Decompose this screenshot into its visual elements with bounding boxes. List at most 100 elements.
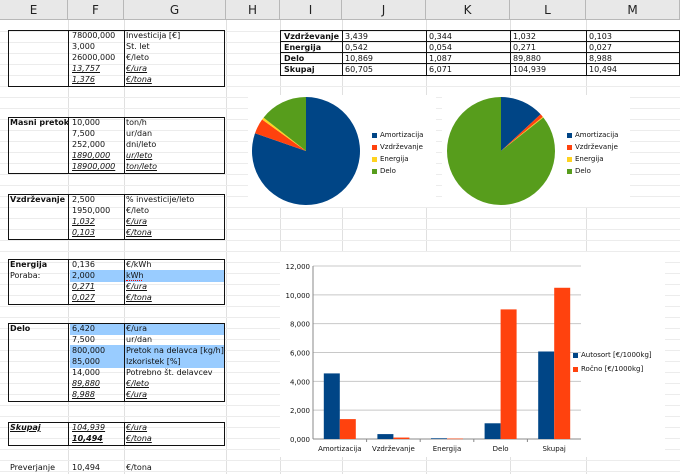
cell-f-value[interactable]: 8,988: [72, 390, 95, 399]
summary-cell-k[interactable]: 0,054: [429, 43, 452, 52]
cell-f-value[interactable]: 6,420: [70, 323, 124, 335]
cell-f-value[interactable]: 0,103: [72, 228, 95, 237]
cell-e-row[interactable]: Preverjanje: [10, 463, 56, 472]
cell-g-unit[interactable]: €/tona: [126, 463, 152, 472]
cell-g-unit[interactable]: ur/leto: [126, 151, 153, 160]
cell-g-unit[interactable]: Izkoristek [%]: [124, 356, 225, 368]
cell-f-value[interactable]: 85,000: [70, 356, 124, 368]
cell-g-unit[interactable]: €/ura: [126, 423, 148, 432]
cell-f-value[interactable]: 10,494: [72, 434, 103, 443]
cell-e-row[interactable]: [8, 227, 68, 239]
cell-e-row[interactable]: Masni pretok: [10, 118, 68, 127]
summary-cell-j[interactable]: 60,705: [345, 65, 373, 74]
cell-e-row[interactable]: Energija: [10, 260, 48, 269]
summary-cell-l[interactable]: 1,032: [513, 32, 536, 41]
cell-g-unit[interactable]: €/tona: [126, 75, 152, 84]
cell-f-value[interactable]: 78000,000: [72, 31, 116, 40]
cell-f-value[interactable]: 10,000: [72, 118, 100, 127]
cell-e-row[interactable]: [8, 74, 68, 86]
cell-g-unit[interactable]: ur/dan: [126, 129, 153, 138]
summary-cell-k[interactable]: 1,087: [429, 54, 452, 63]
cell-f-value[interactable]: 10,494: [72, 463, 100, 472]
cell-e-row[interactable]: [8, 161, 68, 173]
cell-e-row[interactable]: Skupaj: [10, 423, 41, 432]
bar-delo-series-2: [500, 309, 517, 439]
cell-e-row[interactable]: [8, 433, 68, 445]
cell-f-value[interactable]: 13,757: [72, 64, 100, 73]
summary-cell-l[interactable]: 104,939: [513, 65, 547, 74]
cell-e-row[interactable]: Delo: [10, 324, 31, 333]
cell-f-value[interactable]: 26000,000: [72, 53, 116, 62]
cell-f-value[interactable]: 1,376: [72, 75, 95, 84]
cell-g-unit[interactable]: Potrebno št. delavcev: [126, 368, 213, 377]
cell-f-value[interactable]: 14,000: [72, 368, 100, 377]
cell-f-value[interactable]: 2,500: [72, 195, 95, 204]
summary-cell-m[interactable]: 0,027: [589, 43, 612, 52]
cell-e-row[interactable]: [8, 389, 68, 401]
summary-cell-j[interactable]: 0,542: [345, 43, 368, 52]
summary-cell-k[interactable]: 0,344: [429, 32, 452, 41]
cell-f-value[interactable]: 7,500: [72, 129, 95, 138]
cell-g-unit[interactable]: €/tona: [126, 434, 152, 443]
cell-g-unit[interactable]: €/kWh: [126, 260, 152, 269]
summary-cell-j[interactable]: 3,439: [345, 32, 368, 41]
cell-g-unit[interactable]: €/ura: [124, 323, 225, 335]
cell-f-value[interactable]: 1890,000: [72, 151, 111, 160]
cell-f-value[interactable]: 2,000: [70, 270, 124, 282]
summary-cell-label[interactable]: Vzdrževanje: [284, 32, 340, 41]
summary-cell-k[interactable]: 6,071: [429, 65, 452, 74]
summary-cell-m[interactable]: 0,103: [589, 32, 612, 41]
column-header-g[interactable]: G: [124, 0, 226, 20]
cell-f-value[interactable]: 800,000: [70, 345, 124, 357]
cell-g-unit[interactable]: ton/h: [126, 118, 147, 127]
cell-g-unit[interactable]: dni/leto: [126, 140, 157, 149]
cell-g-unit[interactable]: % investicije/leto: [126, 195, 195, 204]
cell-f-value[interactable]: 0,027: [72, 293, 95, 302]
cell-e-row[interactable]: Poraba:: [10, 271, 41, 280]
cell-g-unit[interactable]: €/ura: [126, 217, 148, 226]
column-header-j[interactable]: J: [342, 0, 426, 20]
column-header-f[interactable]: F: [68, 0, 124, 20]
summary-cell-label[interactable]: Delo: [284, 54, 305, 63]
cell-f-value[interactable]: 1,032: [72, 217, 95, 226]
cell-g-unit[interactable]: St. let: [126, 42, 150, 51]
column-header-i[interactable]: I: [280, 0, 342, 20]
cell-g-unit[interactable]: Investicija [€]: [126, 31, 181, 40]
summary-cell-m[interactable]: 10,494: [589, 65, 617, 74]
cell-g-unit[interactable]: €/tona: [126, 293, 152, 302]
cell-g-unit[interactable]: ur/dan: [126, 335, 153, 344]
cell-g-unit[interactable]: €/ura: [126, 390, 148, 399]
cell-g-unit[interactable]: €/ura: [126, 64, 148, 73]
cell-f-value[interactable]: 7,500: [72, 335, 95, 344]
cell-g-unit[interactable]: €/leto: [126, 379, 149, 388]
summary-cell-l[interactable]: 89,880: [513, 54, 541, 63]
column-header-k[interactable]: K: [426, 0, 510, 20]
summary-cell-m[interactable]: 8,988: [589, 54, 612, 63]
cell-f-value[interactable]: 1950,000: [72, 206, 111, 215]
cell-g-unit[interactable]: ton/leto: [126, 162, 157, 171]
cell-g-unit[interactable]: Pretok na delavca [kg/h]: [124, 345, 225, 357]
column-header-h[interactable]: H: [226, 0, 280, 20]
summary-cell-l[interactable]: 0,271: [513, 43, 536, 52]
cell-f-value[interactable]: 18900,000: [72, 162, 116, 171]
summary-cell-label[interactable]: Skupaj: [284, 65, 315, 74]
cell-f-value[interactable]: 3,000: [72, 42, 95, 51]
column-header-m[interactable]: M: [586, 0, 680, 20]
cell-g-unit[interactable]: €/tona: [126, 228, 152, 237]
summary-cell-j[interactable]: 10,869: [345, 54, 373, 63]
cell-g-unit[interactable]: €/leto: [126, 206, 149, 215]
cell-f-value[interactable]: 89,880: [72, 379, 100, 388]
summary-cell-label[interactable]: Energija: [284, 43, 322, 52]
cell-f-value[interactable]: 0,136: [72, 260, 95, 269]
column-header-l[interactable]: L: [510, 0, 586, 20]
cell-g-unit[interactable]: €/leto: [126, 53, 149, 62]
cell-f-value[interactable]: 0,271: [72, 282, 95, 291]
pie-slice-energija: [501, 116, 544, 151]
cell-f-value[interactable]: 252,000: [72, 140, 106, 149]
cell-e-row[interactable]: Vzdrževanje: [10, 195, 66, 204]
column-header-e[interactable]: E: [0, 0, 68, 20]
cell-e-row[interactable]: [8, 292, 68, 304]
cell-g-unit[interactable]: kWh: [124, 270, 225, 282]
cell-f-value[interactable]: 104,939: [72, 423, 106, 432]
cell-g-unit[interactable]: €/ura: [126, 282, 148, 291]
